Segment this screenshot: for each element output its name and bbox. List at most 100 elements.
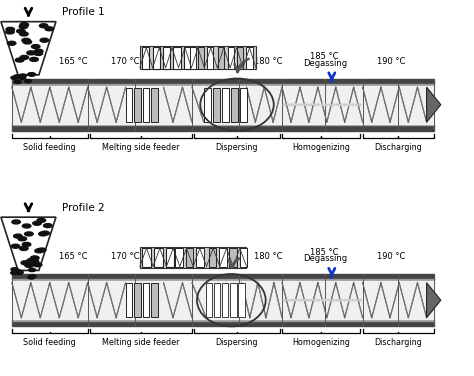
Polygon shape <box>1 217 56 270</box>
Bar <box>204 88 211 122</box>
Ellipse shape <box>14 269 21 273</box>
Text: Degassing: Degassing <box>302 59 347 68</box>
Ellipse shape <box>352 299 354 301</box>
Ellipse shape <box>30 259 39 264</box>
Bar <box>134 283 141 317</box>
Ellipse shape <box>337 299 338 301</box>
Bar <box>151 283 158 317</box>
Bar <box>175 248 183 267</box>
Bar <box>12 79 434 84</box>
Bar <box>134 88 141 122</box>
Text: 165 °C: 165 °C <box>59 252 88 261</box>
Text: 175 °C: 175 °C <box>164 252 192 261</box>
Ellipse shape <box>28 268 36 271</box>
Ellipse shape <box>337 104 338 105</box>
Ellipse shape <box>11 271 18 274</box>
Ellipse shape <box>302 104 305 105</box>
Ellipse shape <box>325 104 327 105</box>
Ellipse shape <box>344 104 346 105</box>
Bar <box>12 274 434 279</box>
Ellipse shape <box>313 104 316 105</box>
Bar <box>222 283 228 317</box>
Ellipse shape <box>16 271 23 274</box>
Bar <box>219 248 227 267</box>
Text: Melting side feeder: Melting side feeder <box>102 338 180 347</box>
Ellipse shape <box>310 104 312 105</box>
Ellipse shape <box>329 299 331 301</box>
Ellipse shape <box>318 104 319 105</box>
Text: 185 °C: 185 °C <box>310 248 339 257</box>
Ellipse shape <box>283 104 285 105</box>
Ellipse shape <box>294 104 297 105</box>
Ellipse shape <box>34 52 43 55</box>
Ellipse shape <box>19 74 27 77</box>
Ellipse shape <box>40 38 49 42</box>
Text: Degassing: Degassing <box>302 254 347 263</box>
Ellipse shape <box>20 23 28 27</box>
Bar <box>228 47 234 68</box>
Text: 175 °C: 175 °C <box>164 57 192 66</box>
Ellipse shape <box>333 104 335 105</box>
Ellipse shape <box>333 299 335 301</box>
Ellipse shape <box>27 51 36 55</box>
Ellipse shape <box>23 40 32 44</box>
Ellipse shape <box>41 231 49 235</box>
Text: Homogenizing: Homogenizing <box>292 143 350 152</box>
Text: 175 °C: 175 °C <box>211 252 239 261</box>
Ellipse shape <box>355 299 358 301</box>
Ellipse shape <box>6 27 15 31</box>
Ellipse shape <box>37 218 46 222</box>
Text: Profile 1: Profile 1 <box>62 7 104 17</box>
Text: 190 °C: 190 °C <box>377 57 405 66</box>
Ellipse shape <box>310 299 312 301</box>
Bar <box>163 47 170 68</box>
Polygon shape <box>1 22 56 75</box>
Ellipse shape <box>321 299 324 301</box>
Ellipse shape <box>30 256 39 260</box>
Ellipse shape <box>45 27 54 31</box>
Bar <box>12 317 434 321</box>
Ellipse shape <box>287 104 289 105</box>
Ellipse shape <box>33 221 41 225</box>
Bar <box>240 248 247 267</box>
Bar <box>230 283 237 317</box>
Bar <box>140 46 256 70</box>
Bar <box>12 279 434 283</box>
Ellipse shape <box>348 104 350 105</box>
Bar <box>12 84 434 88</box>
Ellipse shape <box>14 75 21 78</box>
Ellipse shape <box>313 299 316 301</box>
Ellipse shape <box>29 275 36 278</box>
Ellipse shape <box>25 79 32 83</box>
Ellipse shape <box>27 259 36 262</box>
Ellipse shape <box>17 29 25 33</box>
Text: 185 °C: 185 °C <box>310 52 339 61</box>
Ellipse shape <box>39 232 47 236</box>
Bar <box>126 88 132 122</box>
Ellipse shape <box>22 243 31 246</box>
Ellipse shape <box>291 299 293 301</box>
Ellipse shape <box>6 30 14 34</box>
Text: 170 °C: 170 °C <box>111 57 140 66</box>
Bar <box>240 88 247 122</box>
Ellipse shape <box>306 299 308 301</box>
Text: Solid feeding: Solid feeding <box>23 143 76 152</box>
Text: 180 °C: 180 °C <box>254 57 282 66</box>
Ellipse shape <box>18 237 27 241</box>
Ellipse shape <box>11 268 18 271</box>
Ellipse shape <box>325 299 327 301</box>
Ellipse shape <box>8 41 16 45</box>
Ellipse shape <box>306 104 308 105</box>
Text: 175 °C: 175 °C <box>211 57 239 66</box>
Ellipse shape <box>299 299 301 301</box>
Bar <box>214 283 220 317</box>
Ellipse shape <box>318 299 319 301</box>
Ellipse shape <box>25 264 33 267</box>
Text: Melting side feeder: Melting side feeder <box>102 143 180 152</box>
Bar <box>246 47 253 68</box>
Bar <box>184 47 191 68</box>
Text: 165 °C: 165 °C <box>59 57 88 66</box>
Bar <box>12 321 434 326</box>
Ellipse shape <box>15 58 24 62</box>
Ellipse shape <box>31 45 40 49</box>
